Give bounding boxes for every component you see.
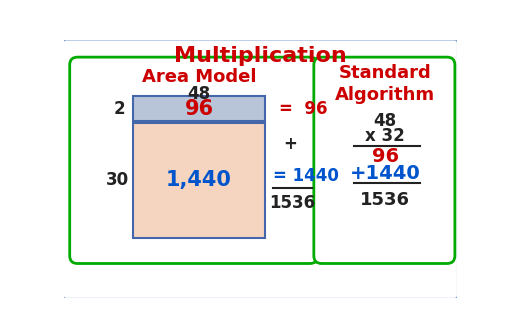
Text: x 32: x 32 [365, 127, 405, 145]
FancyBboxPatch shape [70, 57, 318, 264]
Text: Standard
Algorithm: Standard Algorithm [335, 64, 435, 104]
Bar [133, 123, 265, 238]
Text: =  96: = 96 [279, 100, 328, 118]
Text: Multiplication: Multiplication [174, 46, 347, 66]
Text: 1536: 1536 [360, 191, 410, 209]
Text: 48: 48 [373, 112, 397, 130]
Text: 96: 96 [184, 99, 214, 119]
Bar [133, 95, 265, 121]
Text: 2: 2 [113, 100, 125, 118]
Text: = 1440: = 1440 [273, 168, 339, 186]
Text: +1440: +1440 [350, 164, 421, 183]
FancyBboxPatch shape [314, 57, 455, 264]
Text: +: + [283, 135, 297, 153]
Text: 1536: 1536 [269, 194, 315, 212]
Text: 48: 48 [187, 85, 211, 103]
Text: 1,440: 1,440 [166, 170, 232, 190]
FancyBboxPatch shape [62, 40, 458, 299]
Text: 96: 96 [371, 147, 399, 166]
Text: 30: 30 [106, 171, 130, 189]
Text: Area Model: Area Model [142, 68, 257, 86]
